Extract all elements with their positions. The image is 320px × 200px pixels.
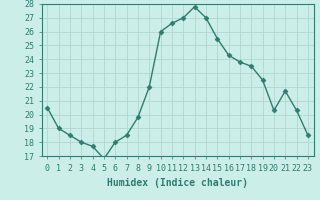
X-axis label: Humidex (Indice chaleur): Humidex (Indice chaleur) xyxy=(107,178,248,188)
